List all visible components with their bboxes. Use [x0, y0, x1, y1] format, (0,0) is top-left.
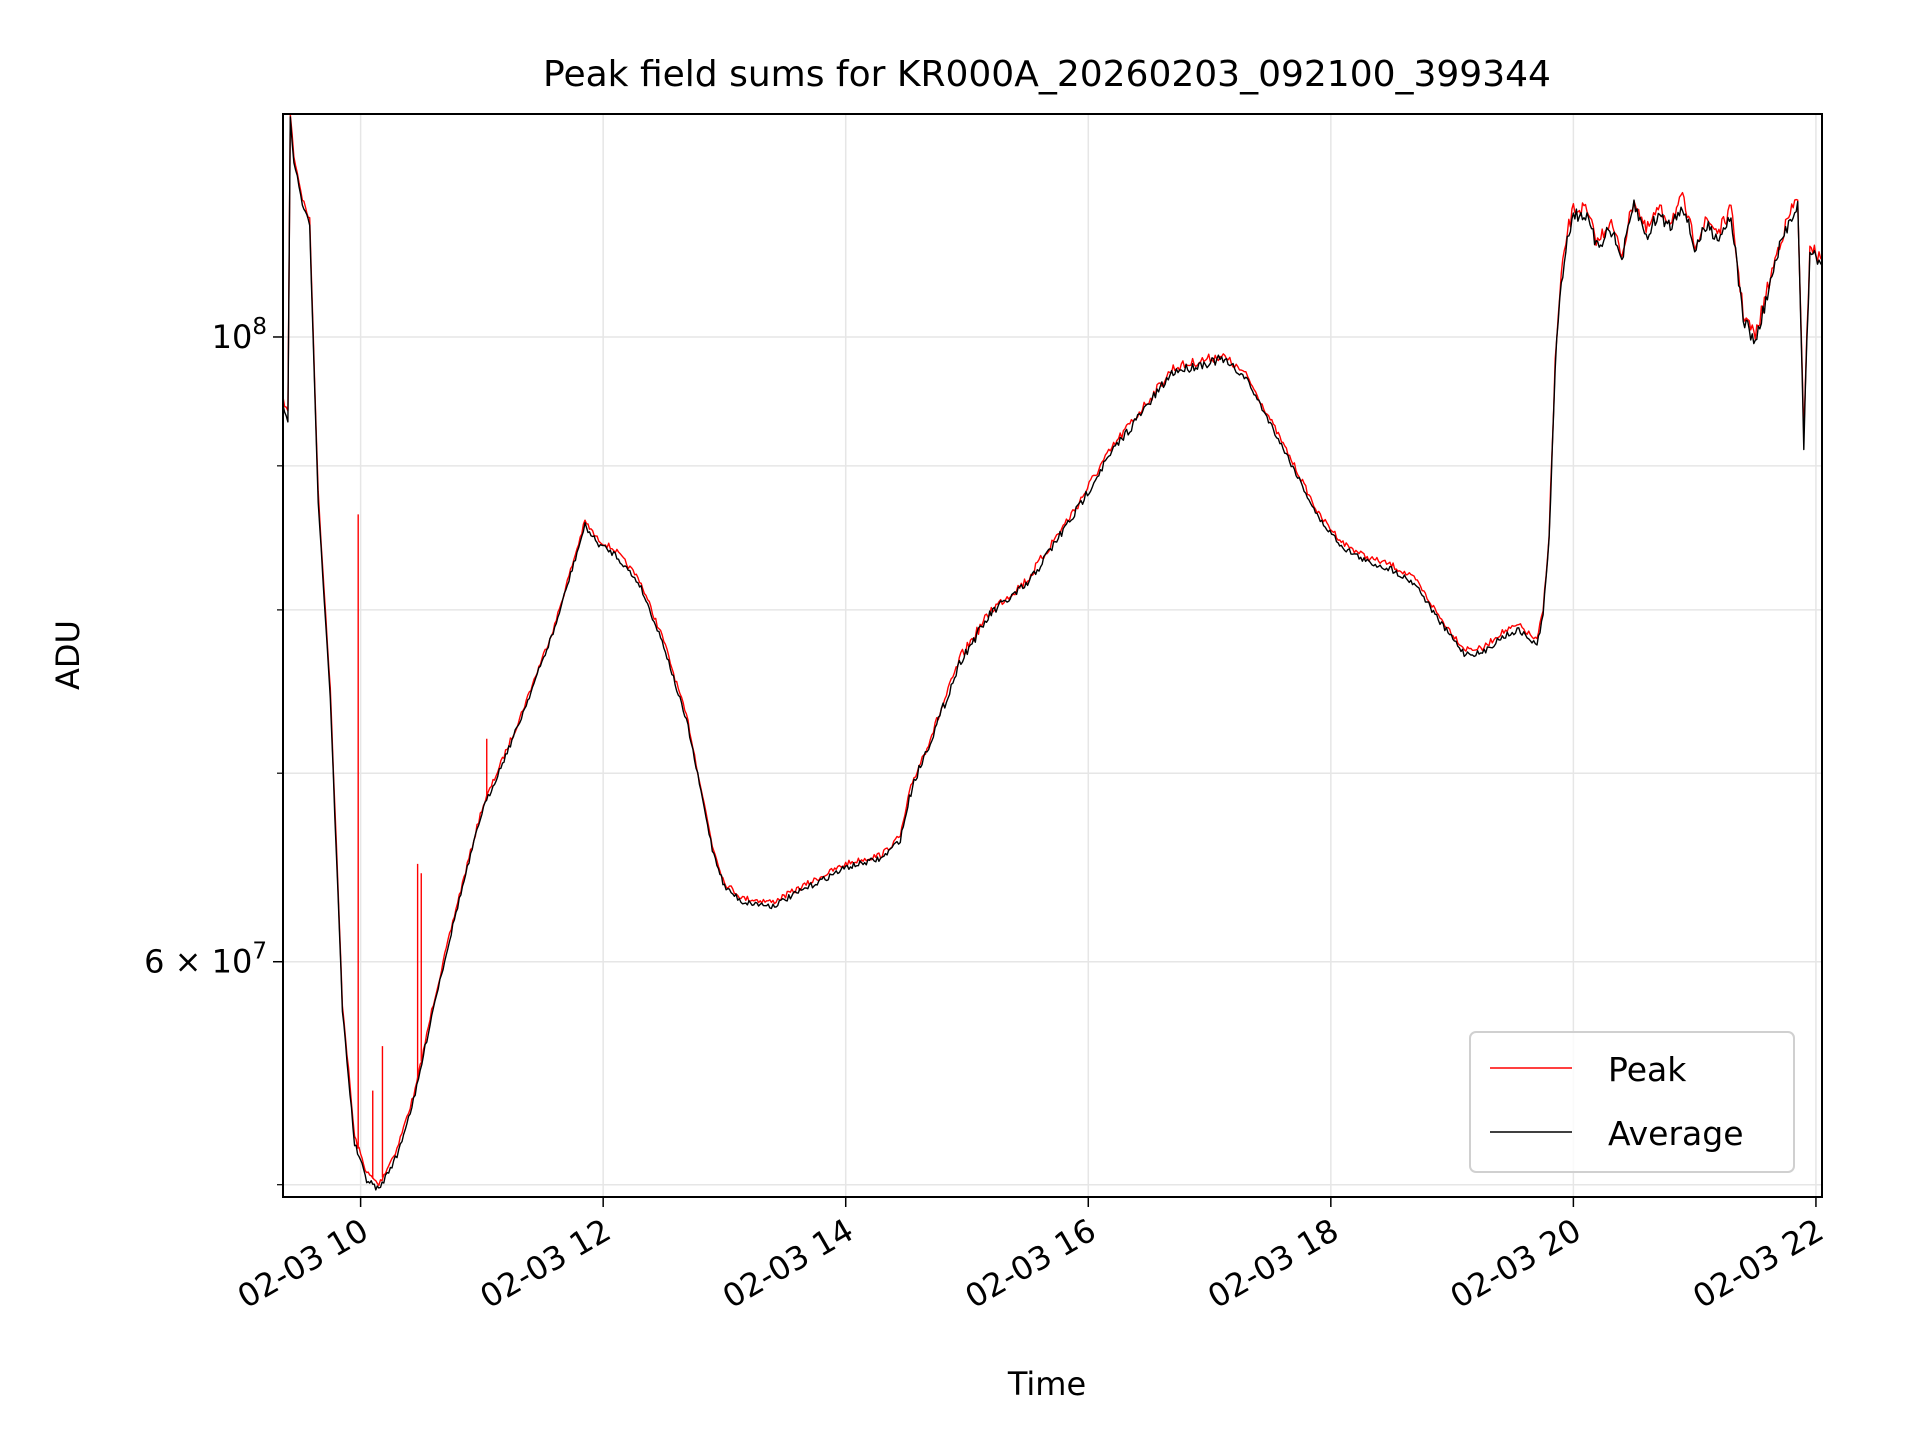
legend: Peak Average — [1469, 1031, 1795, 1173]
y-tick-label-base: 6 × 10 — [144, 943, 252, 981]
y-tick-label: 108 — [212, 314, 267, 356]
y-tick-label-exponent: 8 — [252, 314, 267, 340]
legend-peak-label: Peak — [1608, 1050, 1687, 1089]
chart-title: Peak field sums for KR000A_20260203_0921… — [543, 54, 1551, 95]
y-tick-label: 6 × 107 — [144, 939, 267, 981]
x-axis-label: Time — [1007, 1365, 1086, 1403]
y-axis-label: ADU — [49, 620, 87, 690]
y-tick-label-base: 10 — [212, 318, 253, 356]
y-tick-label-exponent: 7 — [252, 939, 267, 965]
legend-box — [1469, 1031, 1795, 1173]
legend-average-label: Average — [1608, 1114, 1744, 1153]
plot-frame — [282, 113, 1823, 1198]
grid — [283, 114, 1822, 1197]
plot-series — [282, 113, 1823, 1191]
series-line-average — [282, 116, 1823, 1191]
